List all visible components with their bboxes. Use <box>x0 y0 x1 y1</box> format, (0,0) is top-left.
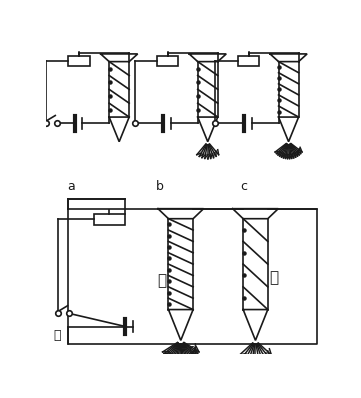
Text: d: d <box>188 343 196 356</box>
Text: c: c <box>240 180 247 193</box>
Text: b: b <box>156 180 164 193</box>
Text: 甲: 甲 <box>158 273 167 288</box>
Text: a: a <box>67 180 74 193</box>
Text: 丁: 丁 <box>54 329 61 342</box>
Bar <box>238 56 259 66</box>
Text: 乙: 乙 <box>269 271 278 286</box>
Bar <box>68 56 90 66</box>
Bar <box>157 56 178 66</box>
Bar <box>94 214 125 225</box>
